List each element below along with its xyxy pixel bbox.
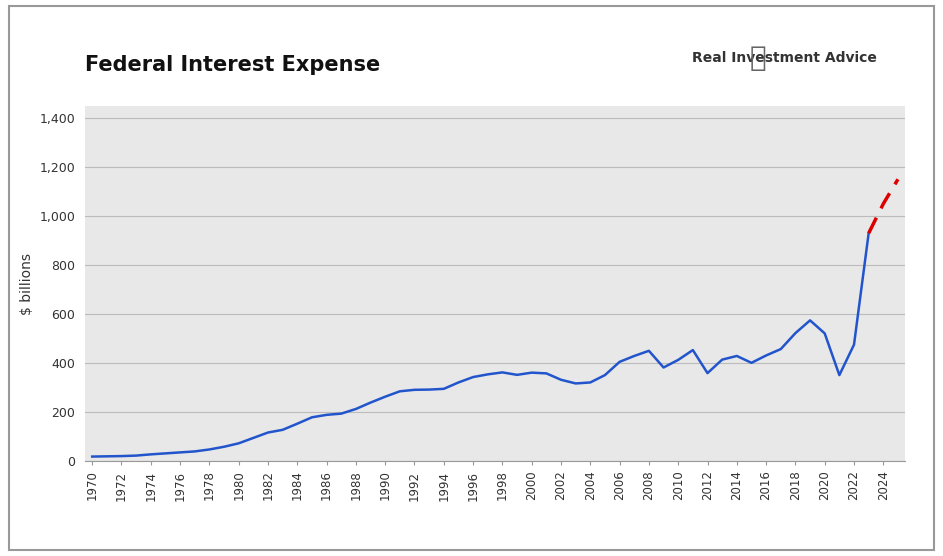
- Text: Real Investment Advice: Real Investment Advice: [692, 51, 877, 66]
- Text: 𓅃: 𓅃: [750, 44, 767, 72]
- Y-axis label: $ billions: $ billions: [20, 252, 34, 315]
- Text: Federal Interest Expense: Federal Interest Expense: [85, 55, 380, 75]
